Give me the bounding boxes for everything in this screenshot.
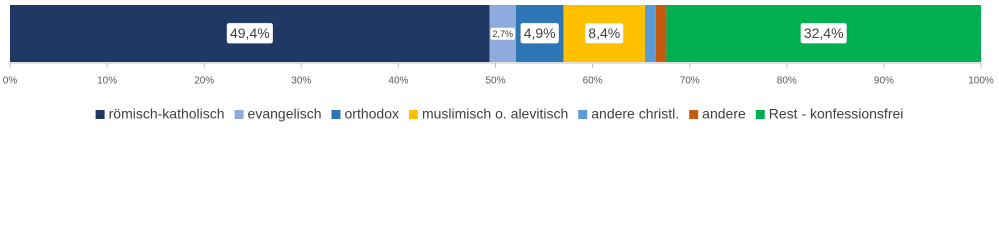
legend-swatch [689,110,699,119]
value-label: 4,9% [524,25,556,41]
legend-label: andere christl. [591,106,679,122]
legend-swatch [578,110,588,119]
legend-swatch [408,110,418,119]
legend-swatch [331,110,341,119]
x-tick-label: 70% [680,76,700,87]
legend-swatch [755,110,765,119]
value-label-box [520,22,559,44]
legend-label: römisch-katholisch [109,106,225,122]
legend-swatch [95,110,105,119]
legend-label: muslimisch o. alevitisch [422,106,568,122]
chart: 0% 10% 20% 30% 40% 50% 60% 70% 80% 90% 100% 49,4% 2,… [3,5,994,122]
x-tick-label: 80% [777,76,797,87]
x-tick-label: 90% [874,76,894,87]
value-label-box [585,22,624,44]
bar-segment [655,5,667,62]
value-label: 49,4% [230,25,270,41]
value-label: 32,4% [804,25,844,41]
value-label: 8,4% [588,25,620,41]
legend-label: evangelisch [248,106,322,122]
value-label: 2,7% [493,29,514,39]
legend-label: Rest - konfessionsfrei [769,106,904,122]
value-label-box [800,22,847,44]
x-tick-label: 30% [291,76,311,87]
x-tick-label: 10% [97,76,117,87]
legend: römisch-katholisch evangelisch orthodox mus… [95,106,904,122]
x-tick-label: 40% [388,76,408,87]
value-label-box [490,27,516,41]
bar-segment [645,5,656,62]
value-label-box [226,22,273,44]
legend-swatch [234,110,244,119]
x-tick-label: 60% [583,76,603,87]
x-tick-label: 100% [968,76,994,87]
legend-label: andere [702,106,746,122]
legend-label: orthodox [344,106,398,122]
x-tick-label: 20% [194,76,214,87]
x-tick-label: 0% [3,76,18,87]
x-tick-label: 50% [485,76,505,87]
